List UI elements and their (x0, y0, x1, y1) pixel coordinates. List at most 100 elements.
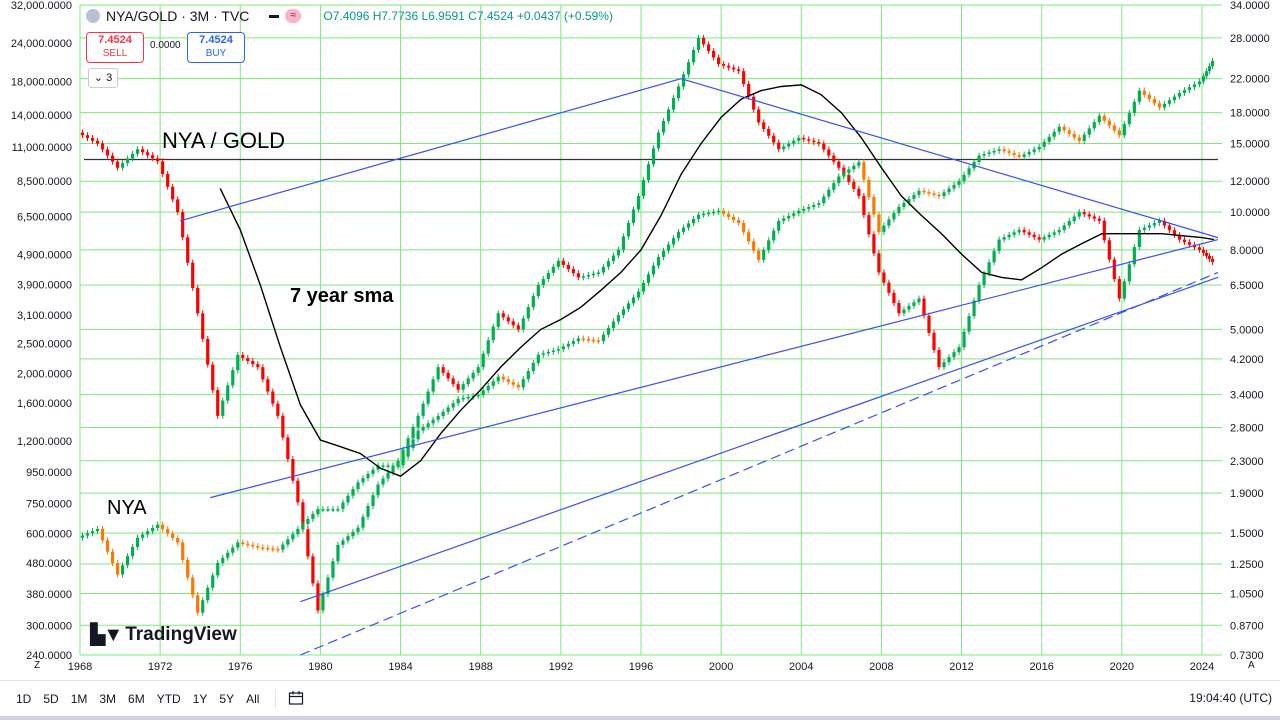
candle-body (1077, 137, 1081, 141)
candle-body (907, 198, 911, 203)
candle-body (747, 83, 751, 97)
candle-body (376, 465, 380, 470)
candle-body (1097, 115, 1101, 123)
candle-body (626, 303, 631, 310)
axis-corner-left[interactable]: Z (34, 660, 41, 671)
indicator-toggle-button[interactable]: ⌄ 3 (88, 68, 118, 88)
range-ytd-button[interactable]: YTD (156, 692, 181, 706)
candle-body (942, 192, 946, 196)
range-3m-button[interactable]: 3M (99, 692, 117, 706)
trendline[interactable] (680, 78, 1219, 239)
candle-body (712, 50, 716, 58)
x-tick-label: 1968 (68, 661, 92, 673)
clock-display[interactable]: 19:04:40 (UTC) (1189, 691, 1272, 705)
range-5y-button[interactable]: 5Y (219, 692, 235, 706)
candle-body (947, 357, 951, 363)
candle-body (636, 195, 641, 210)
range-all-button[interactable]: All (246, 692, 260, 706)
candle-body (641, 282, 646, 292)
symbol-icon (86, 9, 100, 23)
candle-body (341, 502, 345, 510)
candle-body (85, 533, 90, 536)
chart-header: NYA/GOLD · 3M · TVC ≈ O7.4096 H7.7736 L6… (86, 6, 613, 26)
range-6m-button[interactable]: 6M (128, 692, 145, 706)
right-tick-label: 0.8700 (1230, 620, 1264, 632)
candle-body (1062, 225, 1066, 230)
candle-body (882, 272, 886, 283)
left-tick-label: 480.0000 (26, 558, 72, 570)
candle-body (1167, 100, 1172, 104)
range-1d-button[interactable]: 1D (16, 692, 32, 706)
candle-body (832, 155, 836, 162)
candle-body (246, 543, 250, 546)
candle-body (742, 223, 746, 233)
candle-body (857, 162, 861, 166)
candle-body (767, 240, 771, 251)
candle-body (1057, 126, 1061, 132)
candle-body (466, 396, 470, 399)
right-tick-label: 10.0000 (1230, 207, 1270, 219)
candle-body (416, 430, 420, 440)
trendline[interactable] (210, 239, 1219, 499)
candle-body (691, 219, 696, 224)
candle-body (722, 210, 726, 214)
candle-body (146, 152, 150, 156)
candle-body (115, 161, 120, 168)
x-tick-label: 1972 (148, 661, 172, 673)
trendline[interactable] (300, 271, 1219, 656)
candle-body (85, 135, 90, 139)
tradingview-logo: ▙▼ TradingView (90, 622, 237, 647)
approx-icon[interactable]: ≈ (285, 9, 302, 23)
left-tick-label: 3,900.0000 (17, 280, 72, 292)
candle-body (847, 169, 851, 173)
calendar-icon[interactable] (275, 689, 304, 709)
right-tick-label: 8.0000 (1230, 245, 1264, 257)
axis-corner-right[interactable]: A (1248, 660, 1255, 671)
candle-body (256, 364, 260, 368)
range-1m-button[interactable]: 1M (70, 692, 88, 706)
candle-body (797, 137, 801, 141)
right-tick-label: 1.9000 (1230, 488, 1264, 500)
candle-body (236, 542, 240, 548)
trendline[interactable] (180, 78, 682, 222)
candle-body (1027, 151, 1031, 155)
sma-line (219, 84, 1215, 477)
candle-body (1117, 130, 1121, 136)
candle-body (266, 547, 270, 550)
sell-button[interactable]: 7.4524 SELL (86, 32, 144, 63)
candle-body (601, 334, 606, 342)
candle-body (201, 313, 205, 339)
candle-body (686, 223, 691, 228)
candle-body (406, 438, 410, 450)
candle-body (621, 309, 626, 316)
candle-body (787, 215, 791, 219)
candle-body (506, 379, 510, 383)
candle-body (316, 509, 320, 515)
range-5d-button[interactable]: 5D (43, 692, 59, 706)
range-1y-button[interactable]: 1Y (192, 692, 208, 706)
symbol-title[interactable]: NYA/GOLD · 3M · TVC (106, 8, 250, 24)
logo-text: TradingView (125, 623, 237, 645)
candle-body (241, 354, 245, 358)
candle-body (1092, 122, 1096, 129)
candle-body (311, 514, 315, 519)
candle-body (927, 192, 931, 194)
candle-body (922, 190, 926, 193)
candle-body (987, 152, 991, 155)
candle-body (501, 376, 505, 380)
candle-body (772, 135, 776, 143)
candle-body (827, 189, 831, 197)
x-tick-label: 2008 (869, 661, 893, 673)
candle-body (1127, 112, 1131, 125)
candle-body (216, 390, 220, 416)
candle-body (712, 211, 716, 214)
candle-body (501, 313, 505, 318)
candle-body (571, 341, 575, 344)
left-tick-label: 1,200.0000 (17, 436, 72, 448)
buy-button[interactable]: 7.4524 BUY (187, 32, 245, 63)
candle-body (967, 168, 971, 175)
trendline[interactable] (300, 276, 1219, 603)
candle-body (1002, 149, 1006, 152)
candle-body (696, 37, 701, 51)
candle-body (1122, 281, 1126, 299)
